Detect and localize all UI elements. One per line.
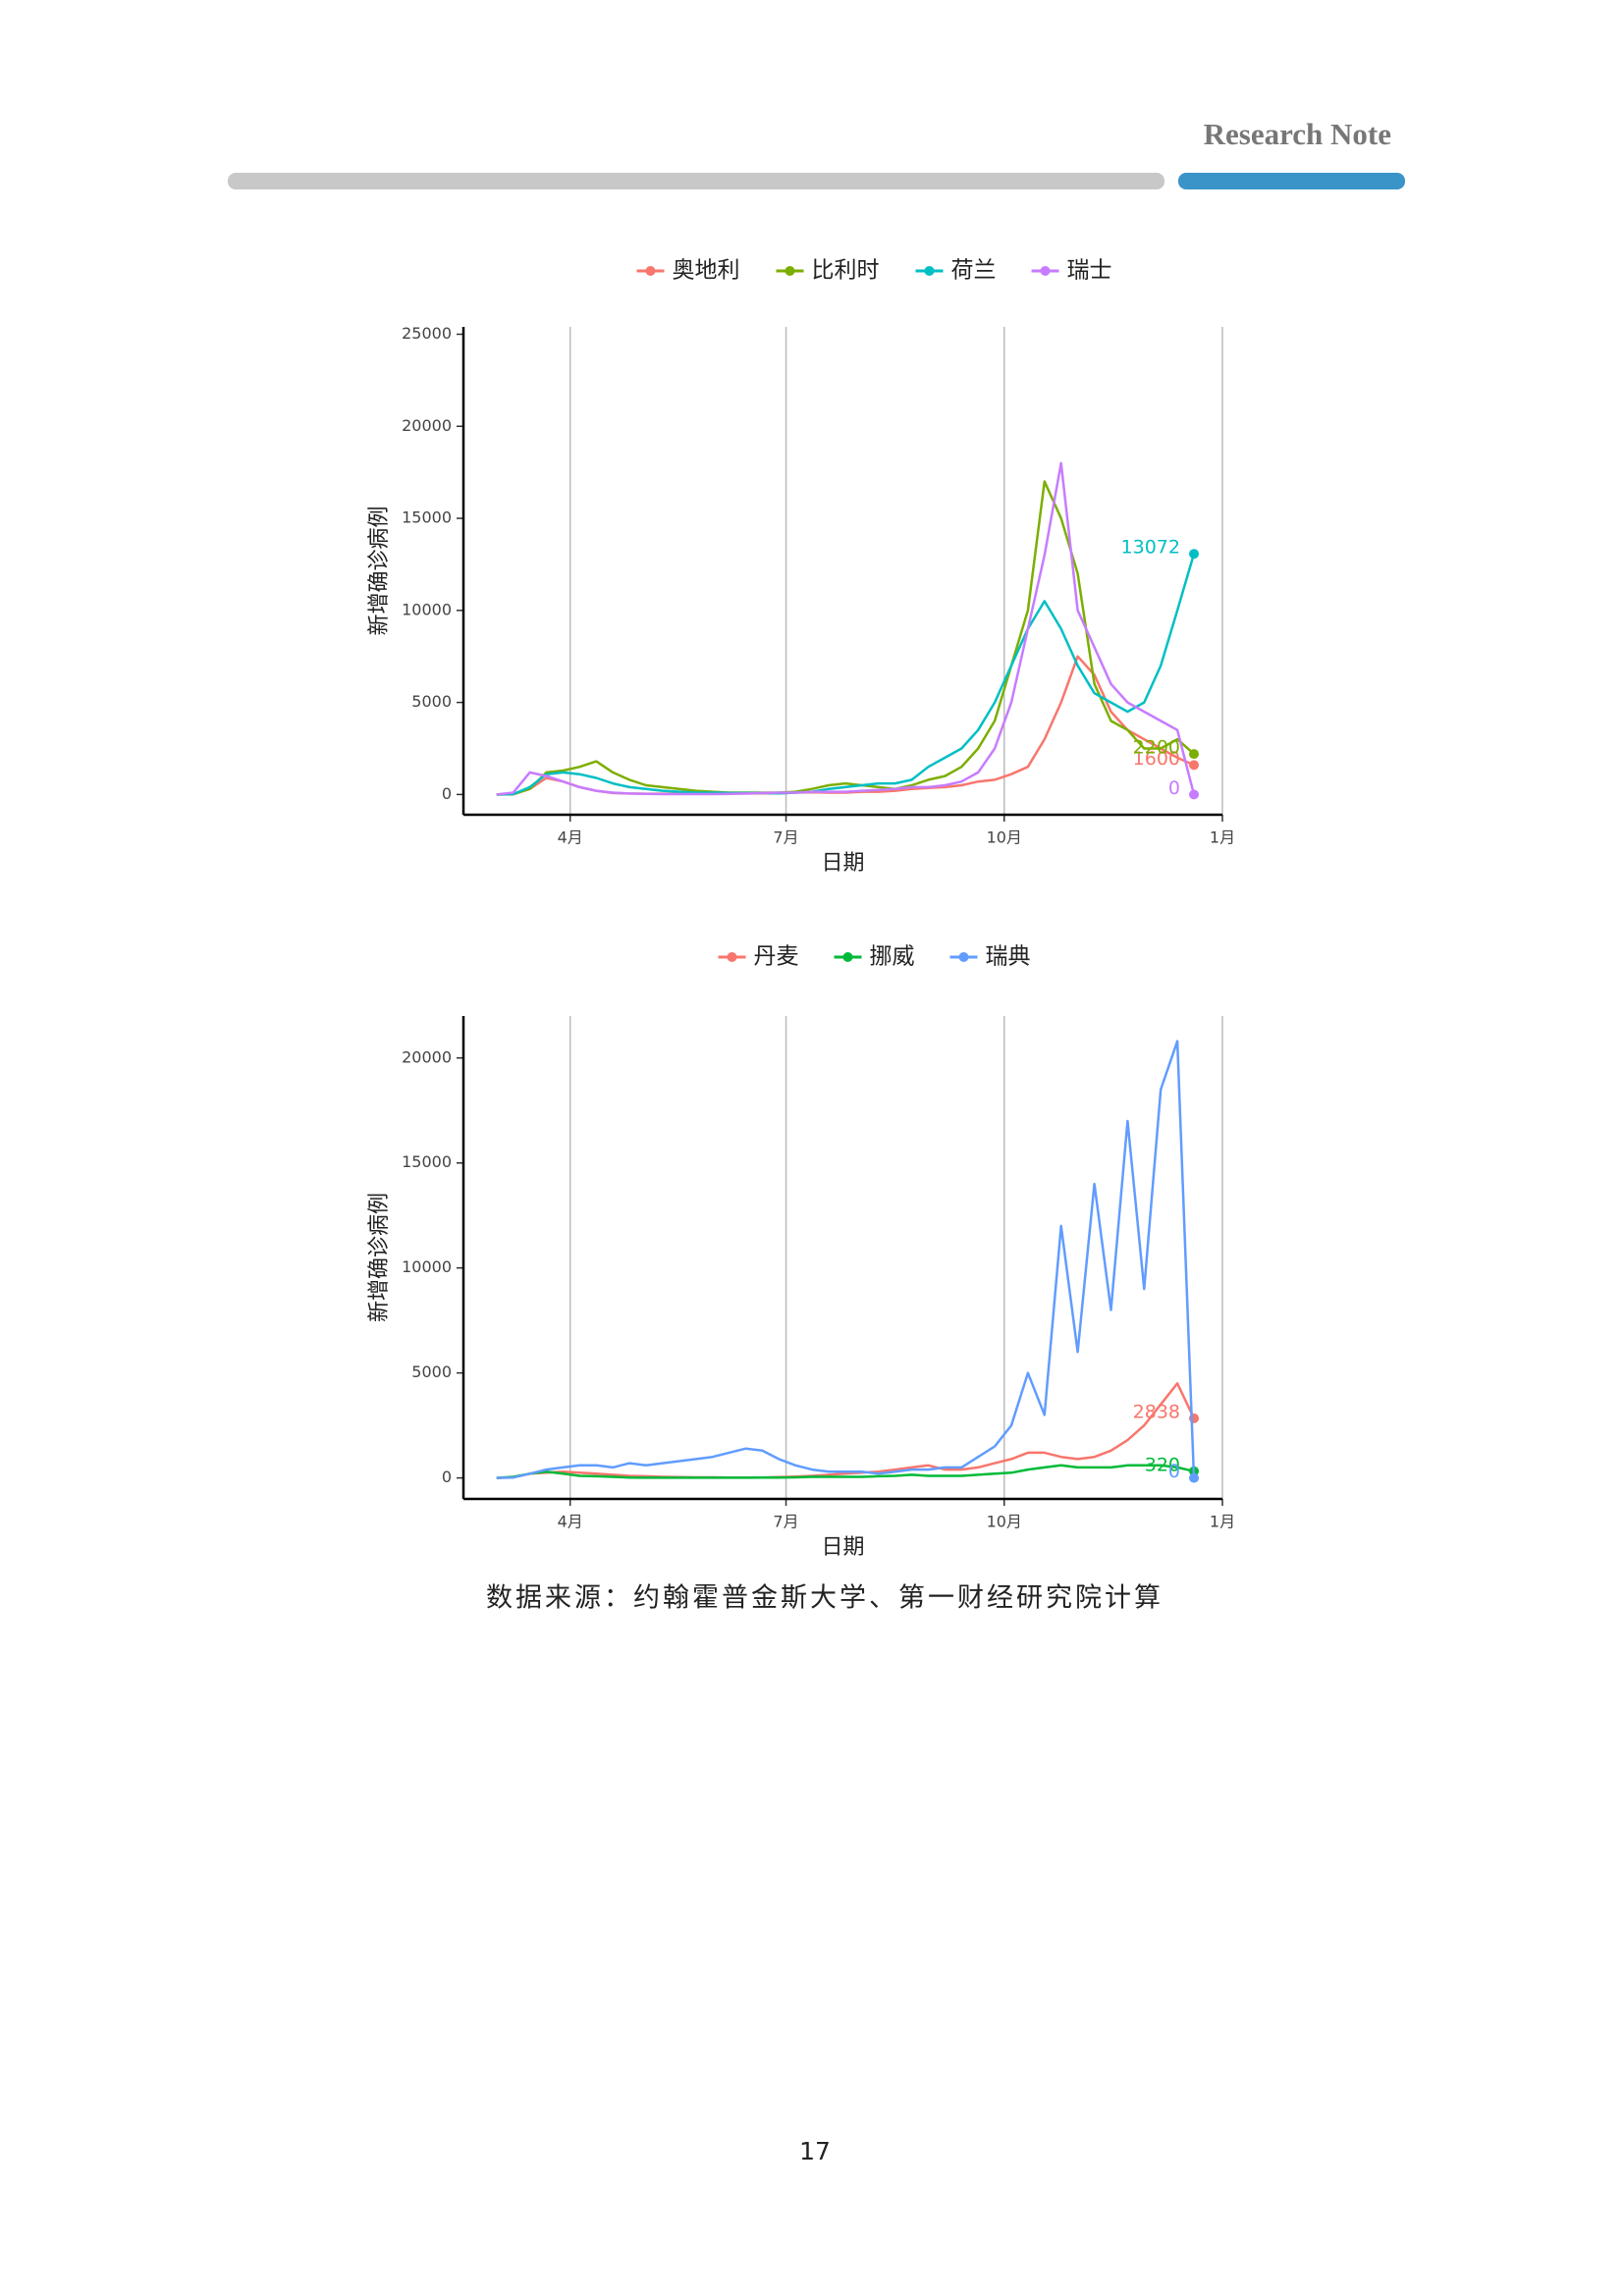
legend-label: 比利时 [812,258,880,284]
header-title: Research Note [1204,117,1391,151]
x-axis-label: 日期 [821,851,864,876]
source-note: 数据来源：约翰霍普金斯大学、第一财经研究院计算 [486,1583,1164,1614]
end-label: 1600 [1133,748,1180,770]
y-tick-label: 10000 [402,1257,452,1276]
legend-label: 荷兰 [951,258,997,284]
y-tick-label: 5000 [411,1362,452,1381]
series-line [496,461,1196,796]
legend-label: 瑞典 [986,944,1031,970]
end-point [1189,789,1200,800]
x-axis-label: 日期 [821,1535,864,1560]
legend-label: 丹麦 [754,944,799,970]
end-label: 2200 [1133,737,1180,759]
x-tick-label: 7月 [773,1513,798,1531]
y-tick-label: 10000 [402,600,452,618]
legend-dot [958,952,969,962]
legend-dot [727,952,737,962]
series-line [496,553,1196,796]
legend-label: 奥地利 [673,258,740,284]
series-line [496,655,1195,796]
page-number: 17 [799,2137,831,2165]
x-tick-label: 1月 [1210,1513,1235,1531]
y-tick-label: 20000 [402,1047,452,1066]
series-line [496,480,1195,796]
y-axis-label: 新增确诊病例 [367,1193,392,1322]
x-tick-label: 4月 [558,828,583,847]
legend-dot [924,266,935,276]
end-point [1189,760,1200,771]
legend-label: 挪威 [870,944,915,970]
x-tick-label: 7月 [773,828,798,847]
series-line [496,1382,1196,1479]
legend-label: 瑞士 [1067,258,1112,284]
end-label: 13072 [1121,537,1180,559]
y-tick-label: 20000 [402,416,452,435]
header-bar [228,173,1164,189]
y-tick-label: 0 [442,1468,452,1486]
end-point [1189,549,1200,560]
y-tick-label: 5000 [411,692,452,711]
x-tick-label: 1月 [1210,828,1235,847]
y-axis-label: 新增确诊病例 [367,506,392,635]
end-label: 320 [1145,1454,1180,1475]
y-tick-label: 25000 [402,324,452,343]
header-accent [1178,173,1405,189]
end-label: 0 [1168,1461,1180,1482]
x-tick-label: 10月 [987,828,1022,847]
end-point [1189,1472,1200,1483]
x-tick-label: 10月 [987,1513,1022,1531]
x-tick-label: 4月 [558,1513,583,1531]
legend-dot [785,266,795,276]
legend-dot [1040,266,1051,276]
legend-dot [842,952,853,962]
series-line [496,1464,1195,1479]
series-line [496,1040,1196,1479]
legend-dot [645,266,656,276]
end-point [1189,749,1200,760]
end-label: 0 [1168,777,1180,799]
end-label: 2838 [1133,1401,1180,1422]
y-tick-label: 15000 [402,508,452,527]
y-tick-label: 0 [442,784,452,803]
y-tick-label: 15000 [402,1152,452,1171]
